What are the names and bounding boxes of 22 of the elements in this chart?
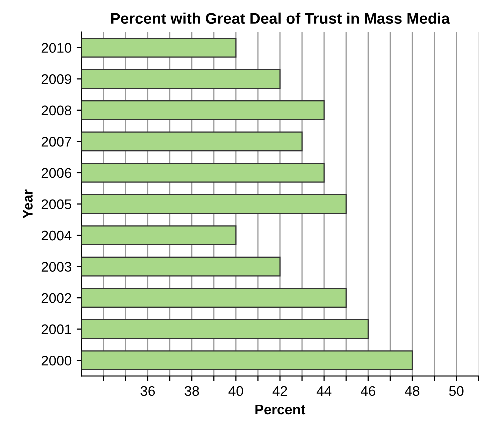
y-tick-label: 2010 [42, 43, 72, 54]
y-tick-label: 2003 [42, 262, 72, 272]
y-tick-label: 2002 [42, 293, 72, 304]
x-tick-label: 46 [361, 386, 376, 396]
x-tick-label: 36 [140, 386, 156, 396]
x-tick-label: 40 [228, 386, 244, 396]
y-axis-title: Year [23, 190, 33, 219]
x-tick-label: 38 [184, 386, 200, 396]
x-tick-label: 44 [316, 386, 332, 396]
y-tick-label: 2001 [42, 324, 72, 335]
x-tick-label: 50 [449, 386, 464, 396]
y-tick-label: 2008 [42, 106, 72, 116]
y-tick-label: 2000 [42, 356, 72, 366]
x-axis-title: Percent [256, 404, 306, 415]
x-tick-label: 48 [405, 386, 420, 396]
chart-title: Percent with Great Deal of Trust in Mass Media [111, 12, 450, 24]
y-tick-label: 2005 [42, 200, 72, 210]
y-tick-label: 2009 [42, 74, 72, 84]
y-tick-label: 2007 [42, 137, 72, 147]
y-tick-label: 2006 [42, 168, 72, 178]
y-tick-label: 2004 [42, 230, 72, 241]
x-tick-label: 42 [272, 386, 288, 396]
